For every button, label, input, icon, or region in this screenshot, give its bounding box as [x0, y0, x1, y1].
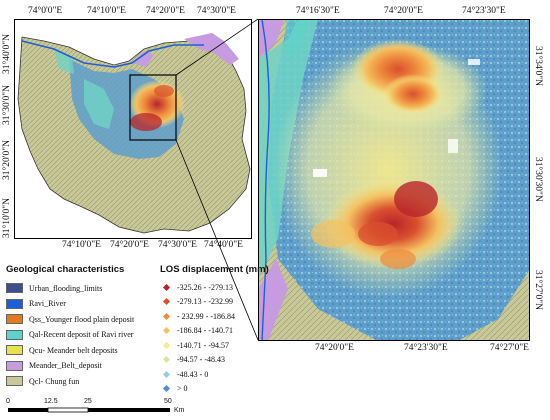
los-legend-item: > 0 [160, 383, 188, 395]
geological-legend-item: Urban_flooding_limits [6, 282, 102, 294]
diamond-marker-icon [162, 326, 171, 335]
legend-swatch [6, 360, 23, 371]
scale-tick-0: 0 [6, 398, 10, 405]
scale-tick-3: 50 [164, 398, 172, 405]
geological-legend-item: Meander_Belt_deposit [6, 360, 102, 372]
legend-label: -94.57 - -48.43 [177, 355, 225, 364]
diamond-marker-icon [162, 283, 171, 291]
legend-label: -279.13 - -232.99 [177, 297, 233, 306]
geological-legend-title: Geological characteristics [6, 264, 125, 275]
left-top-tick-2: 74°20'0"E [146, 6, 185, 16]
diamond-marker-icon [162, 355, 171, 364]
right-top-tick-2: 74°23'30"E [462, 6, 506, 16]
geological-legend-item: Qcl- Chung fun [6, 375, 79, 387]
diamond-marker-icon [162, 384, 171, 393]
right-top-tick-0: 74°16'30"E [296, 6, 340, 16]
los-legend-item: -186.84 - -140.71 [160, 325, 233, 337]
left-bottom-tick-3: 74°40'0"E [204, 240, 243, 250]
los-legend-item: -325.26 - -279.13 [160, 281, 233, 293]
diamond-marker-icon [162, 370, 171, 378]
legend-swatch [6, 314, 23, 324]
legend-label: Meander_Belt_deposit [29, 361, 102, 370]
right-bottom-tick-1: 74°23'30"E [404, 343, 448, 353]
diamond-marker-icon [162, 341, 171, 349]
legend-label: -325.26 - -279.13 [177, 282, 233, 292]
legend-label: Qcu- Meander belt deposits [29, 345, 118, 355]
legend-swatch [6, 283, 23, 293]
left-bottom-tick-1: 74°20'0"E [110, 240, 149, 250]
legend-label: Qcl- Chung fun [29, 376, 80, 386]
geological-legend-item: Qss_Younger flood plain deposit [6, 313, 134, 325]
right-side-tick-0: 31°34'0"N [533, 46, 543, 86]
legend-swatch [6, 298, 23, 309]
right-bottom-tick-0: 74°20'0"E [315, 343, 354, 353]
right-side-tick-2: 31°27'0"N [533, 270, 543, 310]
left-bottom-tick-2: 74°30'0"E [158, 240, 197, 250]
right-side-tick-1: 31°30'30"N [533, 157, 543, 202]
legend-label: -186.84 - -140.71 [177, 326, 233, 335]
los-legend-item: -48.43 - 0 [160, 368, 208, 380]
diamond-marker-icon [162, 312, 171, 320]
scale-tick-2: 25 [84, 398, 92, 405]
legend-label: -48.43 - 0 [177, 369, 209, 379]
scale-tick-1: 12.5 [44, 398, 58, 405]
legend-label: - 232.99 - -186.84 [177, 311, 235, 321]
legend-label: Urban_flooding_limits [29, 283, 103, 293]
legend-label: Ravi_River [29, 299, 66, 308]
legend-label: Qss_Younger flood plain deposit [29, 314, 135, 324]
left-bottom-tick-0: 74°10'0"E [62, 240, 101, 250]
legend-swatch [6, 376, 23, 386]
diamond-marker-icon [162, 297, 171, 306]
geological-legend-item: Ravi_River [6, 298, 66, 310]
overview-map [14, 19, 252, 239]
los-legend-title: LOS displacement (mm) [160, 264, 269, 275]
los-legend-item: -279.13 - -232.99 [160, 296, 233, 308]
left-top-tick-0: 74°0'0"E [28, 6, 63, 16]
los-legend-item: -140.71 - -94.57 [160, 339, 229, 351]
legend-label: > 0 [177, 384, 188, 393]
right-bottom-tick-2: 74°27'0"E [490, 343, 529, 353]
legend-swatch [6, 345, 23, 355]
detail-map [258, 19, 530, 341]
scale-unit: Km [174, 407, 185, 414]
right-top-tick-1: 74°20'0"E [384, 6, 423, 16]
geological-legend-item: Qcu- Meander belt deposits [6, 344, 118, 356]
legend-label: Qal-Recent deposit of Ravi river [29, 330, 134, 339]
geological-legend-item: Qal-Recent deposit of Ravi river [6, 329, 133, 341]
los-legend-item: -94.57 - -48.43 [160, 354, 225, 366]
legend-swatch [6, 329, 23, 340]
legend-label: -140.71 - -94.57 [177, 340, 229, 350]
left-top-tick-3: 74°30'0"E [197, 6, 236, 16]
los-legend-item: - 232.99 - -186.84 [160, 310, 235, 322]
scale-bar [8, 407, 170, 413]
left-top-tick-1: 74°10'0"E [87, 6, 126, 16]
